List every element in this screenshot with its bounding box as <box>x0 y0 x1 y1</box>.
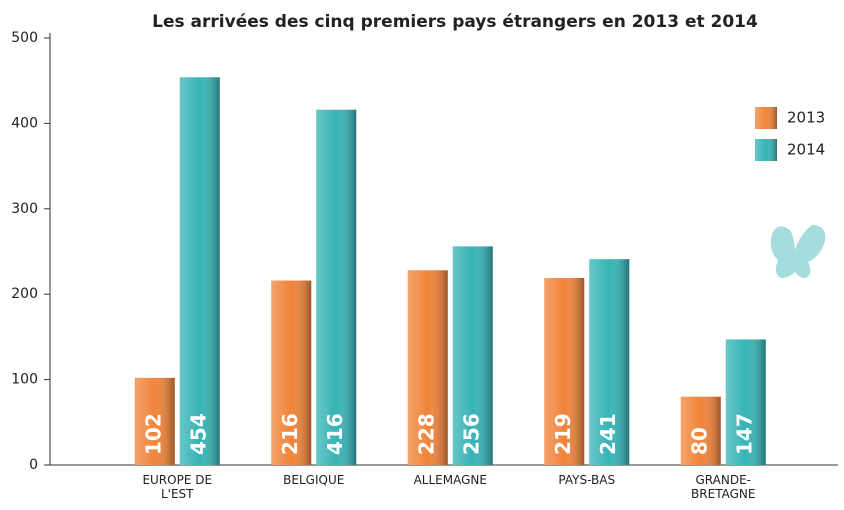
data-label: 228 <box>414 413 438 455</box>
bar <box>179 77 220 465</box>
bar-group: 216 <box>271 280 312 465</box>
x-tick-label: GRANDE-BRETAGNE <box>691 473 756 501</box>
data-label: 102 <box>141 413 165 455</box>
x-tick-label: ALLEMAGNE <box>413 473 487 487</box>
bar-group: 241 <box>589 259 630 465</box>
data-label: 147 <box>732 413 756 455</box>
y-tick-label: 400 <box>11 115 38 131</box>
bar <box>316 109 357 466</box>
legend-swatch-shade <box>755 139 777 161</box>
y-tick-label: 300 <box>11 201 38 217</box>
bar-group: 228 <box>407 270 448 465</box>
data-label: 256 <box>459 413 483 455</box>
data-label: 416 <box>323 413 347 455</box>
y-tick-label: 500 <box>11 30 38 46</box>
x-tick-label: PAYS-BAS <box>558 473 616 487</box>
y-tick-label: 200 <box>11 286 38 302</box>
data-label: 80 <box>687 427 711 455</box>
data-label: 216 <box>278 413 302 455</box>
butterfly-decoration <box>770 225 826 279</box>
bar-group: 80 <box>680 396 721 465</box>
legend-label: 2014 <box>787 141 825 159</box>
y-tick-label: 100 <box>11 372 38 388</box>
bar-group: 102 <box>134 377 175 465</box>
data-label: 454 <box>186 413 210 455</box>
bar-group: 416 <box>316 109 357 466</box>
bar-group: 256 <box>452 246 493 465</box>
data-label: 241 <box>596 413 620 455</box>
x-tick-label: EUROPE DE L'EST <box>142 473 213 501</box>
data-label: 219 <box>551 413 575 455</box>
bar-group: 147 <box>725 339 766 465</box>
bar-group: 454 <box>179 77 220 465</box>
x-tick-label: BELGIQUE <box>283 473 345 487</box>
y-tick-label: 0 <box>29 457 38 473</box>
legend-label: 2013 <box>787 109 825 127</box>
bar-group: 219 <box>544 277 585 465</box>
legend-swatch-shade <box>755 107 777 129</box>
chart-title: Les arrivées des cinq premiers pays étra… <box>152 12 758 32</box>
